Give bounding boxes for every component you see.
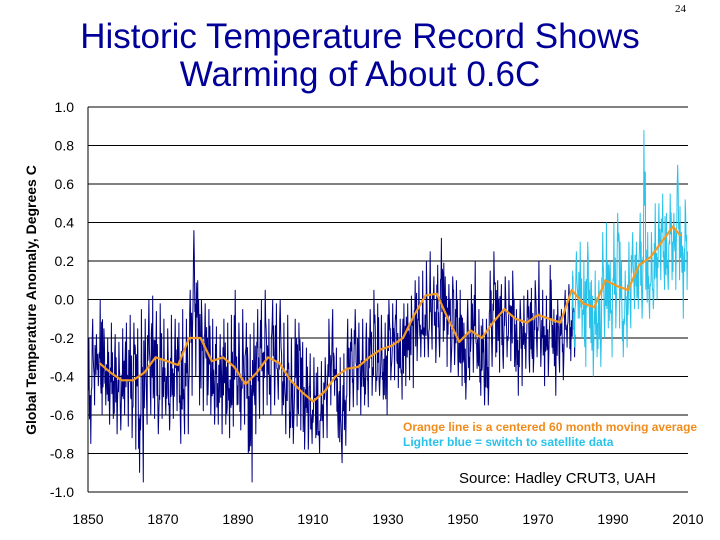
source-note: Source: Hadley CRUT3, UAH bbox=[459, 470, 656, 487]
y-tick-label: -0.6 bbox=[50, 407, 74, 423]
hadley-monthly-line bbox=[87, 230, 576, 483]
x-tick-label: 1890 bbox=[222, 511, 253, 527]
series-layer bbox=[87, 130, 688, 483]
y-tick-label: -1.0 bbox=[50, 484, 74, 500]
x-tick-label: 1950 bbox=[447, 511, 478, 527]
x-tick-label: 1990 bbox=[597, 511, 628, 527]
slide-number: 24 bbox=[675, 3, 686, 15]
axes: 1.0 0.8 0.6 0.4 0.2 0.0 -0.2 -0.4 -0.6 -0.8 -1.0 18… bbox=[50, 99, 704, 527]
slide-title-line-2: Warming of About 0.6C bbox=[179, 55, 541, 94]
y-tick-label: 0.6 bbox=[55, 176, 75, 192]
x-tick-label: 1910 bbox=[297, 511, 328, 527]
x-tick-label: 1970 bbox=[522, 511, 553, 527]
x-tick-label: 2010 bbox=[672, 511, 703, 527]
satellite-monthly-line bbox=[571, 130, 688, 377]
x-tick-label: 1930 bbox=[372, 511, 403, 527]
y-tick-label: 0.8 bbox=[55, 138, 75, 154]
x-tick-label: 1870 bbox=[147, 511, 178, 527]
slide-title-line-1: Historic Temperature Record Shows bbox=[80, 17, 640, 56]
slide-title: Historic Temperature Record Shows Warmin… bbox=[0, 18, 720, 94]
satellite-note: Lighter blue = switch to satellite data bbox=[403, 435, 614, 449]
y-tick-label: -0.8 bbox=[50, 446, 74, 462]
y-tick-label: 1.0 bbox=[55, 99, 75, 115]
y-tick-label: -0.4 bbox=[50, 369, 74, 385]
moving-average-line bbox=[98, 225, 682, 403]
moving-average-note: Orange line is a centered 60 month movin… bbox=[403, 420, 697, 434]
y-axis-label: Global Temperature Anomaly, Degrees C bbox=[23, 165, 39, 435]
x-tick-label: 1850 bbox=[72, 511, 103, 527]
y-tick-label: -0.2 bbox=[50, 330, 74, 346]
y-tick-label: 0.2 bbox=[55, 253, 75, 269]
y-tick-label: 0.4 bbox=[55, 215, 75, 231]
y-tick-label: 0.0 bbox=[55, 292, 75, 308]
